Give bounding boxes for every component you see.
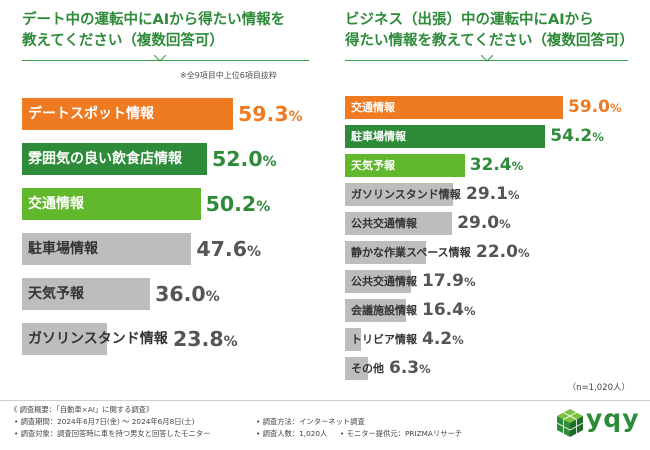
right-bar-4: [345, 183, 453, 206]
survey-target: • 調査対象：調査回答時に車を持つ男女と回答したモニター: [14, 429, 211, 438]
left-bar-label-1: デートスポット情報: [28, 106, 154, 122]
right-bar-label-5: 公共交通情報: [351, 217, 417, 230]
right-bar-label-6: 静かな作業スペース情報: [351, 246, 471, 259]
left-bar-1: [22, 98, 233, 130]
left-bar-label-4: 駐車場情報: [28, 241, 98, 257]
right-bar-5: [345, 212, 453, 235]
survey-method: • 調査方法：インターネット調査: [256, 417, 365, 426]
right-bar-label-8: 会議施設情報: [351, 304, 417, 317]
left-bar-value-3: 50.2%: [205, 192, 271, 216]
right-bar-label-10: その他: [351, 362, 384, 375]
right-bar-label-1: 交通情報: [351, 101, 395, 114]
right-bar-label-9: トリビア情報: [351, 333, 417, 346]
survey-count: • 調査人数：1,020人: [256, 429, 328, 438]
right-bar-value-6: 22.0%: [476, 242, 530, 262]
right-chart-title: ビジネス（出張）中の運転中にAIから 得たい情報を教えてください（複数回答可）: [345, 10, 645, 52]
survey-period: • 調査期間：2024年6月7日(金) ～ 2024年6月8日(土): [14, 417, 195, 426]
right-title-line2: 得たい情報を教えてください（複数回答可）: [345, 33, 634, 49]
footer-divider: [0, 400, 650, 401]
right-bar-8: [345, 299, 406, 322]
left-bar-5: [22, 278, 151, 310]
right-bar-7: [345, 270, 412, 293]
logo-text: yqy: [586, 404, 640, 433]
right-bar-3: [345, 154, 465, 177]
left-bar-label-2: 雰囲気の良い飲食店情報: [28, 151, 182, 167]
right-bar-chart: 交通情報 59.0% 駐車場情報 54.2% 天気予報 32.4% ガソリンスタンド情報 29…: [345, 96, 645, 386]
right-bar-6: [345, 241, 427, 264]
left-bar-6: [22, 323, 107, 355]
left-title-line2: 教えてください（複数回答可）: [22, 33, 224, 49]
right-bar-1: [345, 96, 563, 119]
left-bar-value-6: 23.8%: [173, 327, 238, 351]
cube-logo-icon: [556, 409, 584, 437]
brand-logo: yqy: [556, 404, 642, 442]
survey-heading: 《 調査概要：「自動車×AI」に関する調査》: [10, 405, 154, 414]
right-bar-value-4: 29.1%: [466, 184, 520, 204]
right-title-line1: ビジネス（出張）中の運転中にAIから: [345, 12, 594, 28]
right-bar-2: [345, 125, 546, 148]
sample-size-label: （n=1,020人）: [567, 383, 630, 393]
right-bar-9: [345, 328, 361, 351]
left-title-rule: [22, 60, 309, 61]
left-bar-value-2: 52.0%: [212, 147, 277, 171]
right-bar-value-7: 17.9%: [422, 271, 476, 291]
left-title-notch: [154, 55, 166, 62]
left-chart-title: デート中の運転中にAIから得たい情報を 教えてください（複数回答可）: [22, 10, 322, 52]
left-bar-label-6: ガソリンスタンド情報: [28, 331, 168, 347]
left-bar-value-4: 47.6%: [196, 237, 261, 261]
left-bar-4: [22, 233, 192, 265]
right-bar-value-8: 16.4%: [422, 300, 476, 320]
survey-provider: • モニター提供元：PRIZMAリサーチ: [340, 429, 463, 438]
left-bar-3: [22, 188, 201, 220]
left-bar-value-5: 36.0%: [155, 282, 220, 306]
right-bar-value-10: 6.3%: [389, 358, 431, 378]
left-bar-chart: デートスポット情報 59.3% 雰囲気の良い飲食店情報 52.0% 交通情報 50.2% 駐…: [22, 98, 322, 366]
right-title-notch: [481, 55, 493, 62]
right-bar-value-3: 32.4%: [469, 155, 524, 175]
left-title-line1: デート中の運転中にAIから得たい情報を: [22, 12, 286, 28]
right-bar-label-4: ガソリンスタンド情報: [351, 188, 461, 201]
left-bar-2: [22, 143, 207, 175]
right-bar-value-9: 4.2%: [422, 329, 464, 349]
right-bar-value-5: 29.0%: [457, 213, 511, 233]
right-bar-value-2: 54.2%: [550, 126, 604, 146]
selection-note: ※全9項目中上位6項目抜粋: [180, 71, 277, 80]
right-bar-10: [345, 357, 369, 380]
right-bar-value-1: 59.0%: [568, 97, 622, 117]
right-bar-label-7: 公共交通情報: [351, 275, 417, 288]
left-bar-label-5: 天気予報: [28, 286, 84, 302]
left-bar-value-1: 59.3%: [238, 102, 303, 126]
right-bar-label-3: 天気予報: [351, 159, 395, 172]
left-bar-label-3: 交通情報: [28, 196, 84, 212]
right-bar-label-2: 駐車場情報: [351, 130, 406, 143]
